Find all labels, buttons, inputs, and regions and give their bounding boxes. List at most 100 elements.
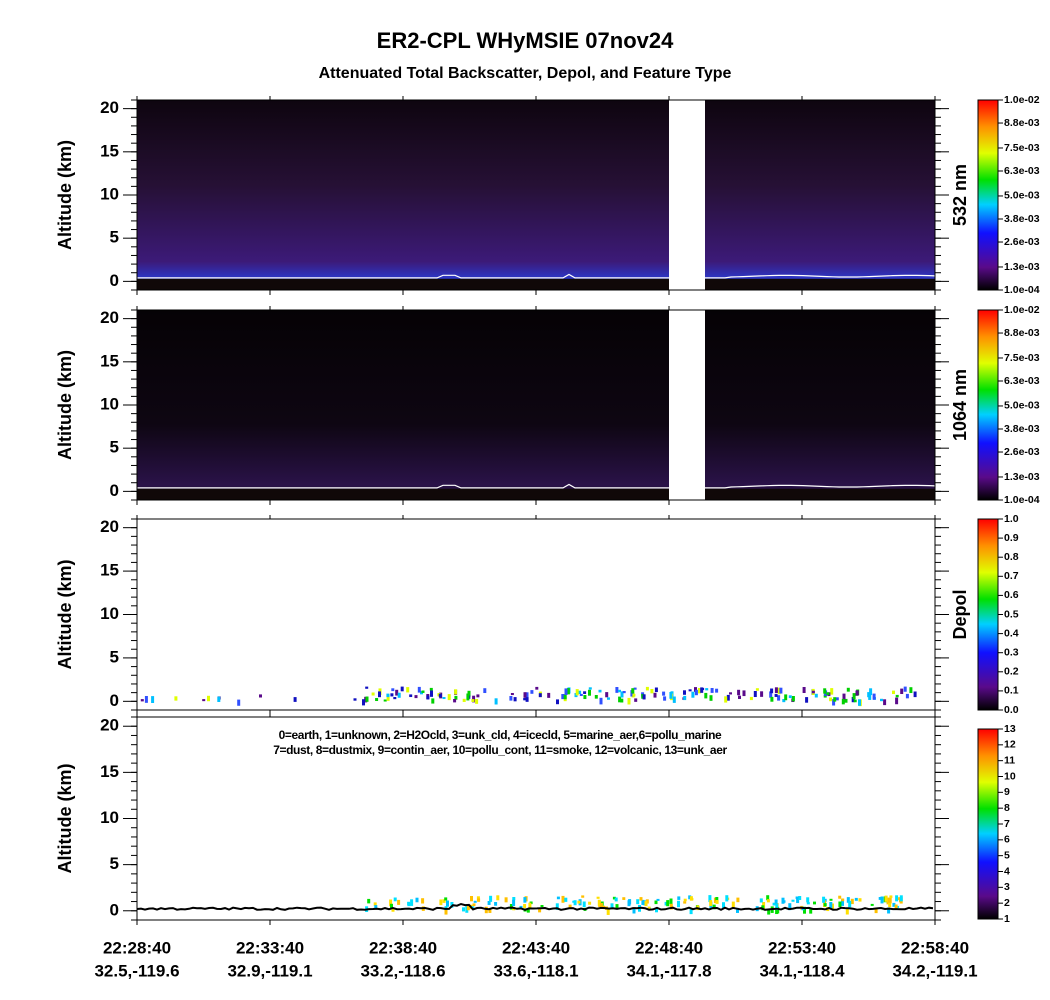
feature-pixel [513, 697, 517, 702]
feature-pixel [627, 900, 631, 907]
colorbar-tick-label: 13 [1004, 723, 1016, 735]
feature-pixel [627, 697, 631, 705]
feature-pixel [462, 907, 465, 912]
feature-pixel [888, 897, 892, 904]
feature-pixel [607, 697, 610, 700]
feature-pixel [791, 696, 795, 702]
feature-pixel [582, 901, 586, 908]
x-tick-label: 22:48:40 [635, 938, 703, 957]
feature-pixel [683, 901, 687, 904]
feature-pixel [397, 899, 401, 905]
colorbar-tick-label: 5.0e-03 [1004, 190, 1040, 202]
feature-pixel [523, 897, 527, 903]
feature-pixel [444, 897, 448, 901]
feature-pixel [653, 692, 657, 698]
feature-pixel [353, 698, 357, 701]
feature-pixel [430, 694, 433, 697]
feature-pixel [689, 896, 693, 901]
feature-pixel [742, 690, 746, 697]
colorbar-tick-label: 3 [1004, 881, 1010, 893]
feature-pixel [704, 692, 708, 699]
feature-pixel [830, 688, 834, 695]
feature-pixel [564, 897, 568, 902]
feature-pixel [633, 687, 637, 690]
y-tick-label: 15 [100, 561, 119, 580]
feature-pixel [647, 906, 651, 910]
feature-pixel [564, 688, 568, 695]
feature-pixel [512, 899, 516, 907]
feature-pixel [391, 908, 395, 912]
feature-pixel [909, 687, 913, 694]
colorbar-tick-label: 8.8e-03 [1004, 117, 1040, 129]
feature-pixel [715, 897, 719, 901]
colorbar-tick-label: 0.7 [1004, 570, 1019, 582]
feature-pixel [597, 899, 601, 906]
feature-pixel [664, 901, 668, 906]
feature-pixel [760, 691, 764, 697]
feature-pixel [259, 694, 262, 698]
feature-pixel [644, 900, 648, 907]
feature-pixel [523, 692, 527, 698]
feature-pixel [846, 687, 850, 692]
feature-pixel [575, 689, 579, 696]
feature-pixel [710, 688, 714, 693]
feature-pixel [414, 695, 418, 699]
feature-pixel [759, 898, 763, 903]
feature-pixel [655, 908, 658, 913]
data-gap [669, 310, 705, 500]
feature-pixel [782, 699, 786, 703]
feature-pixel [632, 693, 636, 697]
feature-pixel [694, 687, 697, 692]
feature-pixel [889, 895, 893, 898]
feature-pixel [462, 698, 466, 702]
feature-pixel [736, 897, 740, 903]
feature-pixel [663, 696, 667, 701]
feature-pixel [470, 896, 473, 902]
feature-pixel [775, 903, 779, 911]
feature-pixel [688, 895, 692, 900]
feature-pixel [753, 691, 757, 698]
feature-pixel [829, 898, 833, 901]
feature-pixel [777, 687, 781, 695]
feature-pixel [606, 908, 610, 915]
feature-pixel [504, 897, 508, 903]
colorbar-tick-label: 1.0 [1004, 513, 1019, 525]
feature-pixel [397, 692, 401, 698]
feature-pixel [599, 902, 603, 907]
feature-pixel [900, 688, 904, 694]
colorbar-tick-label: 5 [1004, 849, 1010, 861]
feature-pixel [829, 902, 833, 909]
feature-pixel [417, 686, 421, 693]
feature-pixel [779, 687, 783, 694]
feature-pixel [362, 699, 365, 706]
title: ER2-CPL WHyMSIE 07nov24 [377, 28, 674, 53]
colorbar-tick-label: 7.5e-03 [1004, 142, 1040, 154]
feature-pixel [446, 900, 449, 907]
colorbar-tick-label: 11 [1004, 754, 1015, 766]
feature-pixel [472, 903, 476, 907]
feature-pixel [895, 895, 899, 902]
feature-pixel [895, 697, 899, 705]
feature-pixel [636, 899, 640, 905]
colorbar [977, 518, 999, 711]
feature-pixel [561, 694, 565, 700]
feature-pixel [870, 903, 874, 906]
feature-pixel [858, 699, 861, 706]
feature-pixel [669, 898, 673, 905]
feature-pixel [796, 896, 800, 904]
feature-pixel [777, 695, 781, 701]
feature-pixel [525, 697, 529, 702]
y-tick-label: 20 [100, 716, 119, 735]
x-tick-label: 22:38:40 [369, 938, 437, 957]
feature-pixel [709, 900, 713, 907]
feature-pixel [535, 686, 539, 690]
feature-pixel [677, 896, 681, 900]
feature-pixel [530, 690, 534, 694]
feature-pixel [781, 897, 785, 904]
feature-pixel [383, 699, 387, 702]
surface-line [137, 483, 936, 489]
y-axis-label: Altitude (km) [55, 763, 75, 873]
feature-pixel [442, 697, 446, 700]
subtitle: Attenuated Total Backscatter, Depol, and… [319, 65, 732, 82]
feature-pixel [144, 696, 148, 703]
